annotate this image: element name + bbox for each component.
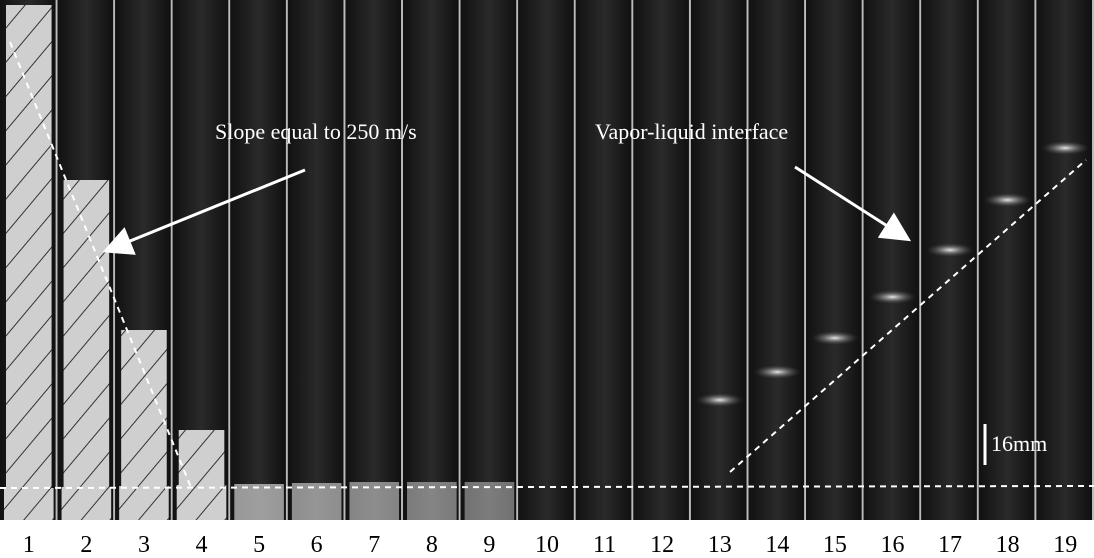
frame-edge xyxy=(631,0,634,520)
frame xyxy=(518,0,576,520)
arrow xyxy=(102,168,306,255)
annotation: Vapor-liquid interface xyxy=(595,119,788,144)
frame-labels: 1 2 3 4 5 6 7 8 9 10 11 12 13 14 15 16 17 18 19 xyxy=(23,532,1077,558)
frame-edge xyxy=(861,0,864,520)
liquid-base xyxy=(407,482,457,520)
frame xyxy=(633,0,691,520)
liquid-base xyxy=(61,487,112,520)
frame xyxy=(575,0,634,520)
frame-label: 18 xyxy=(996,532,1020,558)
frame-label: 7 xyxy=(368,532,380,558)
frame-edge xyxy=(746,0,749,520)
liquid-base xyxy=(234,484,284,520)
interface-blob xyxy=(868,290,917,304)
liquid-column xyxy=(6,5,52,520)
interface-line xyxy=(729,159,1087,473)
frame-label: 19 xyxy=(1053,532,1077,558)
liquid-base xyxy=(176,485,227,520)
frame xyxy=(921,0,979,520)
frame-label: 2 xyxy=(80,532,92,558)
frame-label: 13 xyxy=(708,532,732,558)
interface-blob xyxy=(810,331,859,345)
slope-line xyxy=(9,41,193,491)
interface-blob xyxy=(926,243,975,257)
frame-edge xyxy=(688,0,691,520)
frame-label: 16 xyxy=(880,532,904,558)
frame-label: 9 xyxy=(483,532,495,558)
frame-label: 8 xyxy=(426,532,438,558)
frame-edge xyxy=(804,0,807,520)
frame-edge xyxy=(516,0,519,520)
frame-edge xyxy=(285,0,288,520)
scale-label: 16mm xyxy=(991,431,1047,456)
interface-blob xyxy=(753,365,802,379)
liquid-base xyxy=(119,486,169,520)
frame-edge xyxy=(343,0,346,520)
frame-edge xyxy=(113,0,116,520)
frame xyxy=(230,0,288,520)
frame-edge xyxy=(919,0,922,520)
frame-label: 6 xyxy=(311,532,323,558)
annotation: Slope equal to 250 m/s xyxy=(215,119,417,144)
frame-label: 5 xyxy=(253,532,265,558)
frame-label: 12 xyxy=(650,532,674,558)
frame-label: 11 xyxy=(593,532,616,558)
frame xyxy=(690,0,749,520)
arrow xyxy=(794,165,912,242)
frame-label: 3 xyxy=(138,532,150,558)
interface-blob xyxy=(1041,141,1090,155)
frame-edge xyxy=(1034,0,1037,520)
interface-blob xyxy=(695,393,744,407)
liquid-base xyxy=(464,482,515,520)
frame-edge xyxy=(170,0,173,520)
frame-label: 4 xyxy=(196,532,208,558)
liquid-base xyxy=(291,483,342,520)
frame-edge xyxy=(228,0,231,520)
frame-edge xyxy=(55,0,58,520)
liquid-base xyxy=(4,488,54,520)
frame-label: 15 xyxy=(823,532,847,558)
frame-label: 1 xyxy=(23,532,35,558)
frame xyxy=(1036,0,1094,520)
frame-label: 17 xyxy=(938,532,962,558)
frame-edge xyxy=(1092,0,1094,520)
frame xyxy=(403,0,461,520)
liquid-column xyxy=(63,180,110,520)
frame xyxy=(345,0,404,520)
frame-label: 10 xyxy=(535,532,559,558)
frames xyxy=(0,0,1094,520)
frame-edge xyxy=(573,0,576,520)
frame-edge xyxy=(458,0,461,520)
frame xyxy=(806,0,864,520)
frame-edge xyxy=(976,0,979,520)
frame xyxy=(460,0,519,520)
frame xyxy=(748,0,807,520)
frame-edge xyxy=(401,0,404,520)
frame-label: 14 xyxy=(765,532,789,558)
frame xyxy=(287,0,346,520)
frame xyxy=(978,0,1037,520)
frame xyxy=(863,0,922,520)
interface-blob xyxy=(983,193,1032,207)
